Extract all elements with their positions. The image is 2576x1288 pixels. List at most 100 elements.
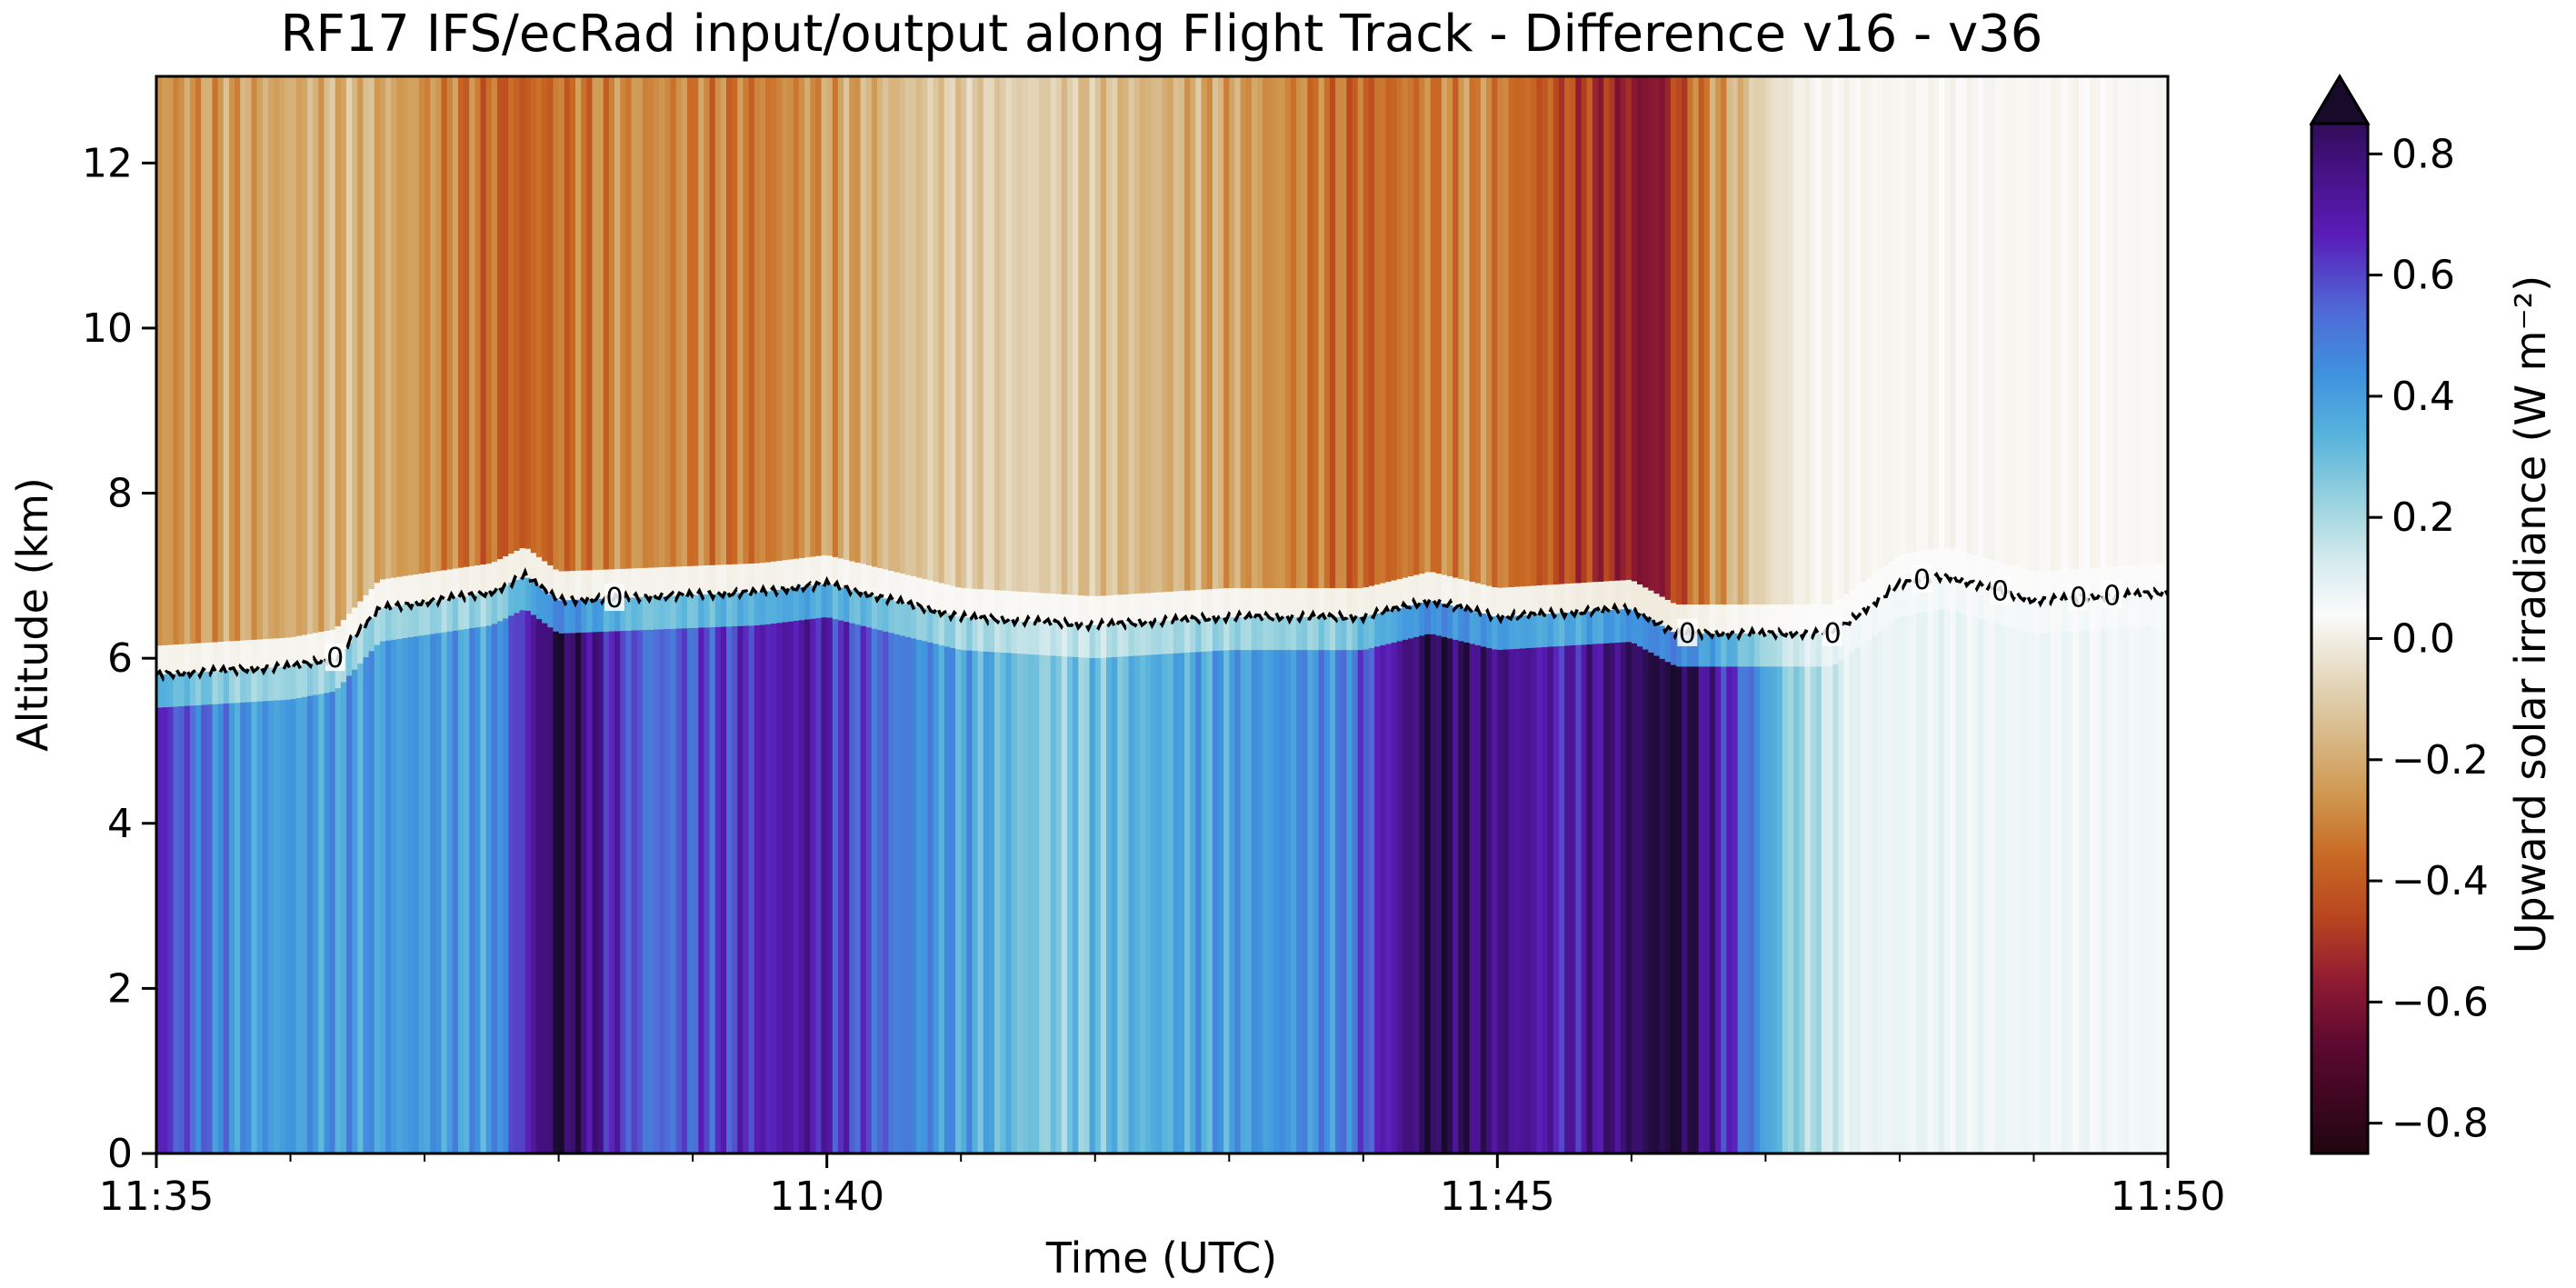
heatmap-cell	[961, 616, 967, 651]
heatmap-cell	[894, 634, 901, 1153]
heatmap-cell	[1368, 76, 1375, 586]
heatmap-cell	[966, 650, 973, 1153]
heatmap-cell	[1709, 604, 1716, 634]
heatmap-cell	[2044, 632, 2052, 1153]
heatmap-cell	[1268, 616, 1275, 651]
heatmap-cell	[1469, 76, 1476, 583]
heatmap-cell	[977, 76, 984, 590]
heatmap-cell	[743, 76, 750, 564]
heatmap-cell	[592, 632, 599, 1153]
heatmap-cell	[1357, 587, 1364, 617]
heatmap-cell	[1609, 581, 1616, 611]
heatmap-cell	[1849, 652, 1856, 1153]
heatmap-cell	[1570, 76, 1576, 584]
heatmap-cell	[1430, 601, 1437, 634]
heatmap-cell	[994, 76, 1001, 591]
heatmap-cell	[1106, 595, 1113, 624]
heatmap-cell	[1787, 604, 1794, 634]
heatmap-cell	[1005, 653, 1013, 1153]
heatmap-cell	[1938, 575, 1945, 610]
heatmap-cell	[2151, 76, 2158, 564]
heatmap-cell	[301, 634, 308, 664]
heatmap-cell	[933, 644, 940, 1153]
heatmap-cell	[837, 587, 844, 621]
heatmap-cell	[1380, 583, 1386, 613]
heatmap-cell	[2101, 629, 2107, 1153]
heatmap-cell	[1016, 76, 1023, 592]
heatmap-cell	[485, 625, 493, 1153]
heatmap-cell	[2083, 597, 2091, 631]
heatmap-cell	[849, 623, 856, 1153]
heatmap-cell	[1201, 618, 1208, 652]
heatmap-cell	[754, 592, 761, 625]
heatmap-cell	[1033, 593, 1040, 622]
heatmap-cell	[698, 565, 705, 595]
heatmap-cell	[228, 670, 235, 704]
heatmap-cell	[1648, 76, 1655, 591]
heatmap-cell	[966, 588, 973, 618]
heatmap-cell	[162, 707, 168, 1153]
heatmap-cell	[2062, 598, 2068, 632]
heatmap-cell	[346, 614, 353, 644]
contour-label: 0	[2070, 583, 2087, 614]
heatmap-cell	[1977, 585, 1984, 619]
heatmap-cell	[1307, 76, 1314, 588]
heatmap-cell	[2011, 76, 2018, 566]
heatmap-cell	[2022, 569, 2029, 599]
heatmap-cell	[888, 76, 895, 572]
heatmap-cell	[469, 76, 475, 566]
heatmap-cell	[1570, 644, 1576, 1153]
heatmap-cell	[1692, 633, 1700, 667]
heatmap-cell	[949, 76, 956, 586]
heatmap-cell	[1206, 651, 1213, 1153]
heatmap-cell	[569, 76, 576, 572]
heatmap-cell	[810, 585, 816, 619]
heatmap-cell	[474, 76, 482, 566]
heatmap-cell	[334, 625, 342, 655]
heatmap-cell	[686, 565, 694, 595]
heatmap-cell	[1821, 76, 1828, 605]
heatmap-cell	[1162, 621, 1169, 654]
heatmap-cell	[575, 599, 582, 634]
heatmap-cell	[2005, 593, 2012, 627]
heatmap-cell	[1631, 610, 1638, 644]
heatmap-cell	[782, 589, 789, 623]
heatmap-cell	[1453, 606, 1459, 640]
heatmap-cell	[2095, 629, 2102, 1153]
heatmap-cell	[1195, 652, 1203, 1153]
heatmap-cell	[1368, 614, 1375, 648]
heatmap-cell	[1659, 596, 1666, 626]
y-tick-label: 4	[107, 801, 133, 847]
heatmap-cell	[810, 618, 816, 1153]
heatmap-cell	[2145, 564, 2152, 594]
heatmap-cell	[1597, 581, 1604, 611]
heatmap-cell	[927, 76, 934, 581]
x-tick-label: 11:50	[2111, 1173, 2226, 1220]
heatmap-cell	[1682, 76, 1688, 605]
heatmap-cell	[1234, 76, 1242, 588]
heatmap-cell	[1793, 633, 1800, 667]
heatmap-cell	[883, 569, 889, 599]
heatmap-cell	[910, 576, 917, 605]
heatmap-cell	[927, 609, 934, 643]
heatmap-cell	[709, 76, 716, 565]
heatmap-cell	[1178, 591, 1185, 620]
heatmap-cell	[1050, 623, 1057, 656]
heatmap-cell	[435, 571, 443, 601]
heatmap-cell	[1531, 614, 1537, 648]
heatmap-cell	[1184, 590, 1191, 620]
heatmap-cell	[1558, 76, 1565, 584]
heatmap-cell	[1385, 644, 1393, 1153]
heatmap-cell	[904, 574, 912, 604]
zero-contour: 000 00 0 0 0	[155, 564, 2170, 683]
heatmap-cell	[503, 76, 509, 557]
contour-label: 0	[326, 643, 344, 674]
heatmap-cell	[368, 589, 375, 618]
heatmap-cell	[1117, 594, 1124, 624]
heatmap-cell	[329, 76, 336, 630]
heatmap-cell	[844, 559, 850, 589]
heatmap-cell	[720, 76, 727, 565]
heatmap-cell	[1771, 633, 1778, 667]
heatmap-cell	[530, 553, 537, 583]
heatmap-cell	[787, 621, 794, 1153]
